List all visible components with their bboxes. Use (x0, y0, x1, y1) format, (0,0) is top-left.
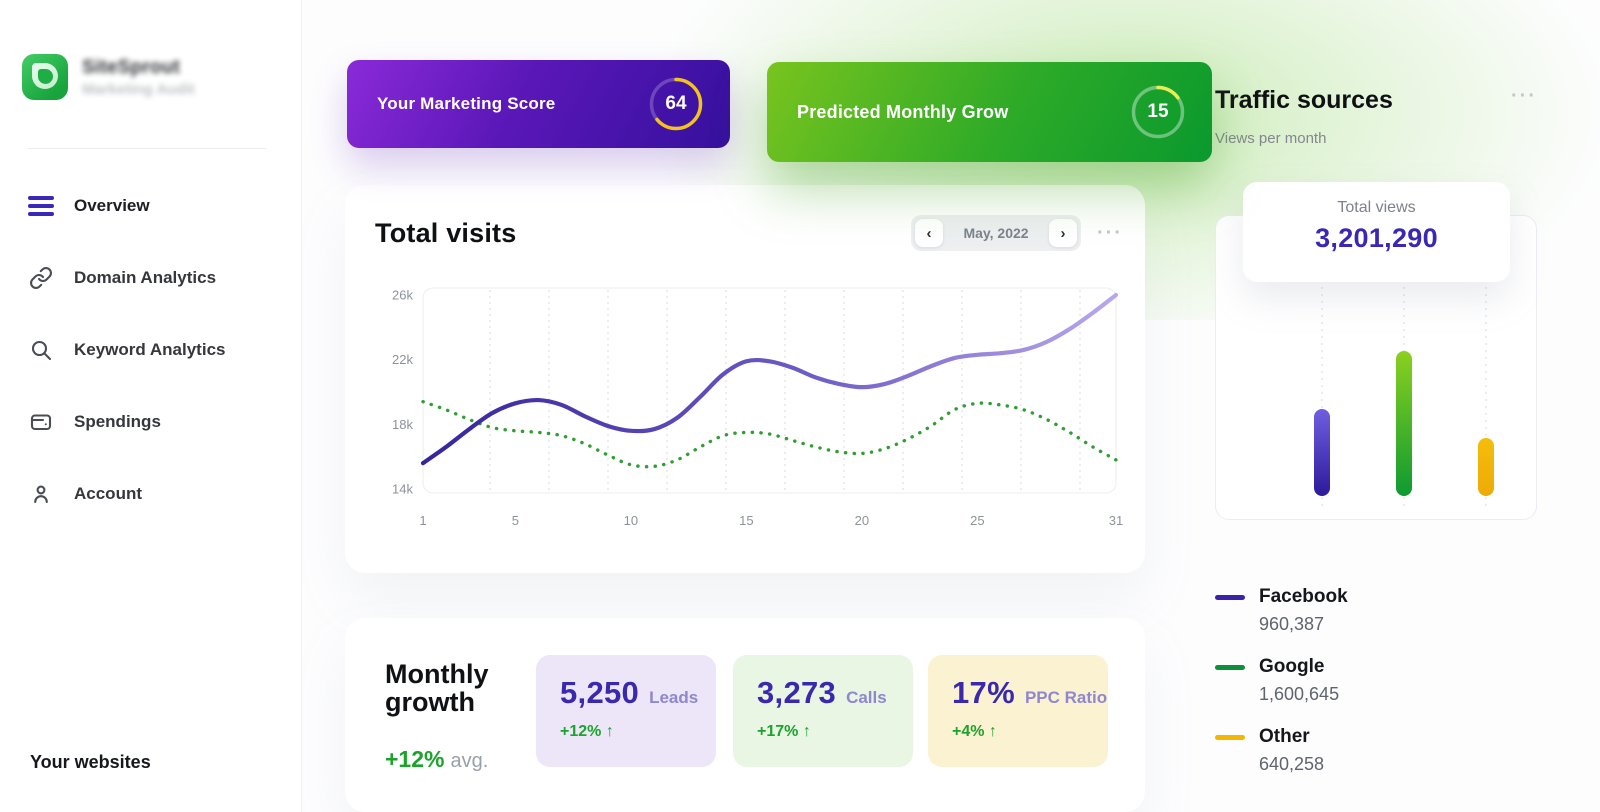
logo-subtitle: Marketing Audit (82, 80, 195, 98)
ppc-value: 17% (952, 675, 1015, 710)
traffic-menu-button[interactable]: ··· (1511, 85, 1537, 107)
sidebar-item-label: Keyword Analytics (74, 340, 226, 359)
visits-menu-button[interactable]: ··· (1097, 222, 1123, 244)
sidebar-item-label: Overview (74, 196, 150, 215)
traffic-bar-chart (1314, 231, 1494, 506)
google-dash-icon (1215, 665, 1245, 670)
sidebar-nav: Overview Domain Analytics Keyword Analyt… (0, 184, 302, 544)
legend-item-other: Other 640,258 (1215, 726, 1348, 775)
total-visits-header: Total visits ‹ May, 2022 › ··· (375, 215, 1123, 251)
leads-value: 5,250 (560, 675, 640, 710)
logo-text: SiteSprout Marketing Audit (82, 57, 195, 98)
legend-other-value: 640,258 (1259, 754, 1325, 774)
sidebar-item-account[interactable]: Account (0, 472, 302, 516)
traffic-sources-title: Traffic sources (1215, 86, 1393, 114)
svg-text:14k: 14k (392, 482, 413, 497)
svg-text:18k: 18k (392, 417, 413, 432)
traffic-legend: Facebook 960,387 Google 1,600,645 Other … (1215, 586, 1348, 796)
marketing-score-card: Your Marketing Score 64 (347, 60, 730, 148)
user-icon (28, 481, 54, 507)
legend-item-google: Google 1,600,645 (1215, 656, 1348, 705)
predicted-grow-gauge: 15 (1128, 82, 1188, 142)
ppc-label: PPC Ratio (1024, 688, 1108, 707)
total-views-tooltip: Total views 3,201,290 (1243, 182, 1510, 282)
leads-change: +12% ↑ (560, 723, 614, 740)
leads-label: Leads (649, 688, 699, 707)
total-views-label: Total views (1337, 199, 1416, 216)
prev-month-button[interactable]: ‹ (915, 219, 944, 247)
svg-text:31: 31 (1109, 513, 1123, 528)
svg-text:10: 10 (624, 513, 638, 528)
search-icon (28, 337, 54, 363)
svg-text:1: 1 (419, 513, 426, 528)
sidebar-item-label: Domain Analytics (74, 268, 217, 287)
monthly-growth-average: +12% avg. (385, 746, 488, 773)
svg-text:5: 5 (512, 513, 519, 528)
sidebar-item-spendings[interactable]: Spendings (0, 400, 302, 444)
sidebar-divider (28, 148, 266, 149)
sidebar: SiteSprout Marketing Audit Overview Doma… (0, 0, 302, 812)
calls-label: Calls (846, 688, 887, 707)
sidebar-item-label: Account (74, 484, 142, 503)
marketing-score-value: 64 (665, 93, 687, 114)
svg-text:15: 15 (739, 513, 753, 528)
legend-google-name: Google (1259, 656, 1325, 677)
legend-google-value: 1,600,645 (1259, 684, 1340, 704)
link-icon (28, 265, 54, 291)
total-views-value: 3,201,290 (1315, 223, 1438, 253)
predicted-grow-label: Predicted Monthly Grow (797, 101, 1009, 122)
legend-facebook-name: Facebook (1259, 586, 1348, 607)
growth-average-value: +12% (385, 746, 445, 772)
sidebar-item-label: Spendings (74, 412, 161, 431)
app-logo[interactable]: SiteSprout Marketing Audit (22, 54, 195, 100)
month-label: May, 2022 (963, 225, 1029, 241)
month-selector: ‹ May, 2022 › (911, 215, 1082, 251)
your-websites-heading: Your websites (30, 752, 151, 772)
calls-value: 3,273 (757, 675, 837, 710)
legend-other-name: Other (1259, 726, 1310, 747)
traffic-sources-subtitle: Views per month (1215, 130, 1327, 147)
stat-card-calls: 3,273 Calls +17% ↑ (733, 655, 913, 767)
sidebar-item-keyword-analytics[interactable]: Keyword Analytics (0, 328, 302, 372)
other-dash-icon (1215, 735, 1245, 740)
next-month-button[interactable]: › (1049, 219, 1078, 247)
sidebar-item-overview[interactable]: Overview (0, 184, 302, 228)
svg-text:25: 25 (970, 513, 984, 528)
total-visits-card: Total visits ‹ May, 2022 › ··· 26k 22k 18k… (345, 185, 1145, 573)
svg-text:20: 20 (855, 513, 869, 528)
ppc-change: +4% ↑ (952, 723, 997, 740)
menu-icon (28, 193, 54, 219)
logo-leaf-icon (22, 54, 68, 100)
facebook-dash-icon (1215, 595, 1245, 600)
logo-name: SiteSprout (82, 56, 181, 78)
svg-text:26k: 26k (392, 288, 413, 303)
sidebar-item-domain-analytics[interactable]: Domain Analytics (0, 256, 302, 300)
predicted-grow-value: 15 (1147, 101, 1169, 122)
svg-text:22k: 22k (392, 352, 413, 367)
legend-facebook-value: 960,387 (1259, 614, 1325, 634)
legend-item-facebook: Facebook 960,387 (1215, 586, 1348, 635)
calls-change: +17% ↑ (757, 723, 811, 740)
stat-card-ppc-ratio: 17% PPC Ratio +4% ↑ (928, 655, 1108, 767)
wallet-icon (28, 409, 54, 435)
monthly-growth-title: Monthly growth (385, 659, 489, 718)
growth-average-suffix: avg. (450, 750, 489, 772)
marketing-score-gauge: 64 (646, 74, 706, 134)
marketing-score-label: Your Marketing Score (377, 94, 556, 113)
stat-card-leads: 5,250 Leads +12% ↑ (536, 655, 716, 767)
predicted-grow-card: Predicted Monthly Grow 15 (767, 62, 1212, 162)
total-visits-title: Total visits (375, 217, 517, 248)
monthly-growth-card: Monthly growth +12% avg. 5,250 Leads +12%… (345, 618, 1145, 812)
traffic-sources-header: Traffic sources ··· (1215, 86, 1537, 115)
